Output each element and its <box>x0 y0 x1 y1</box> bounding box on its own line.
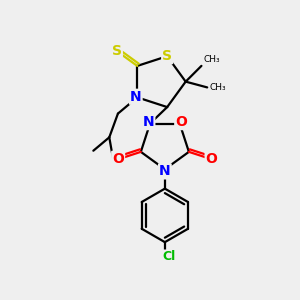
Text: O: O <box>112 152 124 166</box>
Text: N: N <box>143 115 154 129</box>
Text: CH₃: CH₃ <box>204 56 220 64</box>
Text: N: N <box>130 90 142 104</box>
Text: O: O <box>206 152 218 166</box>
Text: N: N <box>159 164 171 178</box>
Text: S: S <box>112 44 122 58</box>
Text: O: O <box>175 115 187 129</box>
Text: CH₃: CH₃ <box>210 83 226 92</box>
Text: Cl: Cl <box>163 250 176 263</box>
Text: S: S <box>162 49 172 63</box>
